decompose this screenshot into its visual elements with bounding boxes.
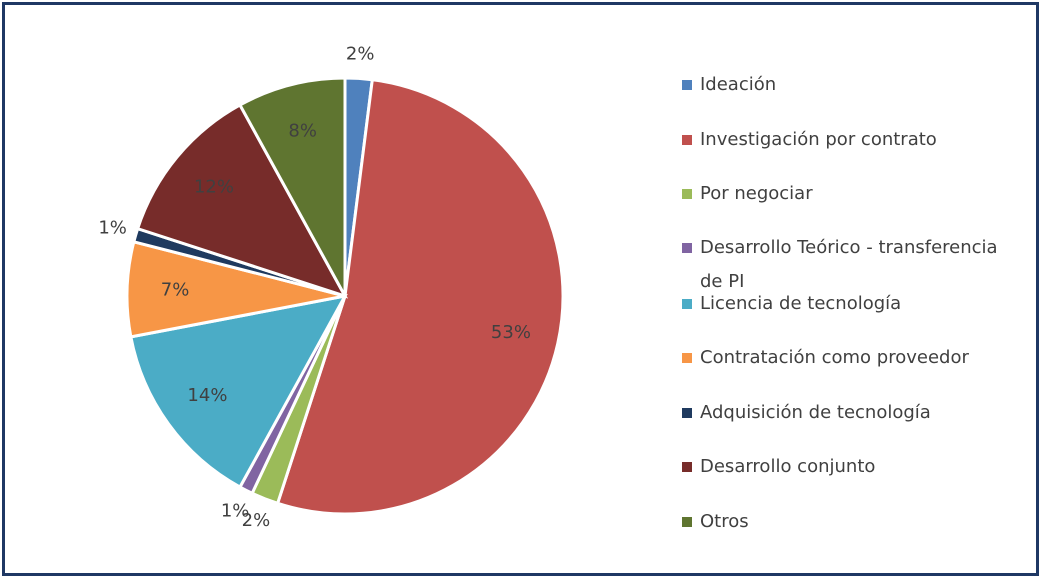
legend-swatch <box>682 407 692 418</box>
legend-swatch <box>682 298 692 309</box>
data-label: 14% <box>187 385 227 406</box>
legend-label: Investigación por contrato <box>700 128 937 150</box>
data-label: 2% <box>242 510 271 531</box>
data-label: 8% <box>288 120 317 141</box>
legend-label: Desarrollo conjunto <box>700 456 876 478</box>
data-label: 12% <box>194 177 234 198</box>
legend-swatch <box>682 517 692 527</box>
pie-slice <box>275 78 565 516</box>
legend-swatch <box>682 80 692 90</box>
legend-swatch <box>682 462 692 473</box>
legend-label: Adquisición de tecnología <box>700 401 931 423</box>
data-label: 1% <box>221 501 250 522</box>
pie-slice <box>237 76 347 297</box>
legend-label: Contratación como proveedor <box>700 347 969 369</box>
legend-label: Licencia de tecnología <box>700 292 902 314</box>
data-label: 1% <box>98 217 127 238</box>
data-label: 7% <box>161 280 190 301</box>
legend-label: Ideación <box>700 74 777 95</box>
chart: 2%53%2%1%14%7%1%12%8% <box>98 43 565 531</box>
data-label: 53% <box>491 322 531 343</box>
pie-slice <box>135 102 349 299</box>
legend-label: Desarrollo Teórico - transferencia de PI <box>700 237 998 292</box>
legend-label: Por negociar <box>700 183 813 205</box>
legend-swatch <box>682 243 692 253</box>
legend-label: Otros <box>700 511 749 532</box>
legend-swatch <box>682 134 692 145</box>
legend-swatch <box>682 189 692 200</box>
pie-slice <box>129 293 348 490</box>
legend-swatch <box>682 353 692 364</box>
data-label: 2% <box>346 43 375 64</box>
